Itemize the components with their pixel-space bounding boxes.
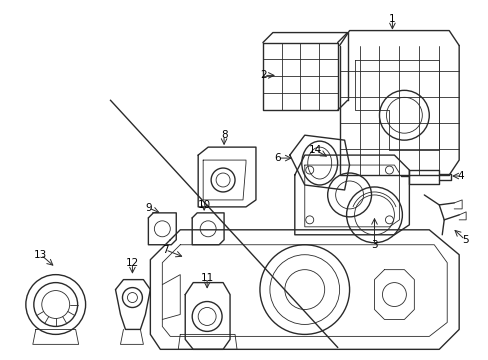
Text: 8: 8 bbox=[220, 130, 227, 140]
Text: 5: 5 bbox=[461, 235, 468, 245]
Text: 4: 4 bbox=[457, 171, 464, 181]
Text: 6: 6 bbox=[274, 153, 281, 163]
Text: 2: 2 bbox=[260, 71, 266, 80]
Text: 11: 11 bbox=[200, 273, 213, 283]
Text: 10: 10 bbox=[197, 200, 210, 210]
Text: 14: 14 bbox=[308, 145, 322, 155]
Text: 9: 9 bbox=[145, 203, 151, 213]
Text: 12: 12 bbox=[125, 258, 139, 268]
Text: 3: 3 bbox=[370, 240, 377, 250]
Text: 7: 7 bbox=[162, 245, 168, 255]
Text: 1: 1 bbox=[388, 14, 395, 24]
Text: 13: 13 bbox=[34, 250, 47, 260]
